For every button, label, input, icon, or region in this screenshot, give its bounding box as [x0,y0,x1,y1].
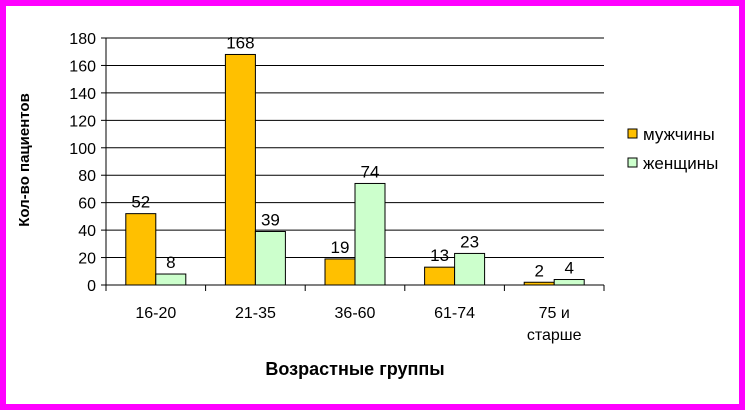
y-axis-title: Кол-во пациентов [16,93,33,227]
y-tick-label: 40 [78,223,96,240]
data-label: 74 [361,162,380,181]
bar-женщины-4 [553,279,585,286]
legend-entry: женщины [643,154,718,173]
y-tick-label: 80 [78,168,96,185]
bar-мужчины-2 [324,258,356,286]
y-tick-label: 180 [69,31,96,48]
x-tick-label: 36-60 [335,305,376,322]
data-label: 23 [460,232,479,251]
y-tick-labels: 0 20 40 60 80 100 120 140 160 180 [69,31,106,295]
y-tick-label: 100 [69,141,96,158]
data-label: 52 [131,193,150,212]
bar-мужчины-3 [424,266,456,286]
y-tick-label: 140 [69,86,96,103]
gridlines [106,37,604,259]
data-label: 168 [226,33,254,52]
data-label: 4 [564,259,573,278]
y-tick-label: 20 [78,251,96,268]
y-tick-label: 60 [78,196,96,213]
data-label: 39 [261,210,280,229]
legend-swatch [627,157,638,168]
bars [125,53,585,286]
x-tick-labels: 16-20 21-35 36-60 61-74 75 и старше [135,305,581,344]
data-label: 13 [430,246,449,265]
x-axis-title: Возрастные группы [265,359,444,379]
y-tick-label: 120 [69,113,96,130]
axes [105,38,605,291]
y-tick-label: 0 [87,278,96,295]
bar-женщины-3 [454,252,486,286]
bar-мужчины-0 [125,213,157,286]
bar-мужчины-1 [224,53,256,286]
legend-swatch [627,128,638,139]
data-label: 8 [166,253,175,272]
x-tick-label: старше [527,327,582,344]
data-label: 19 [331,238,350,257]
bar-женщины-1 [254,230,286,286]
x-tick-label: 61-74 [434,305,475,322]
bar-женщины-0 [155,273,187,286]
legend-entry: мужчины [643,125,715,144]
x-tick-label: 21-35 [235,305,276,322]
data-labels: 52 168 19 13 2 8 39 74 23 4 [131,33,574,280]
bar-женщины-2 [354,182,386,286]
y-tick-label: 160 [69,58,96,75]
x-tick-label: 75 и [539,305,570,322]
x-tick-label: 16-20 [135,305,176,322]
data-label: 2 [534,261,543,280]
legend: мужчины женщины [627,125,718,173]
